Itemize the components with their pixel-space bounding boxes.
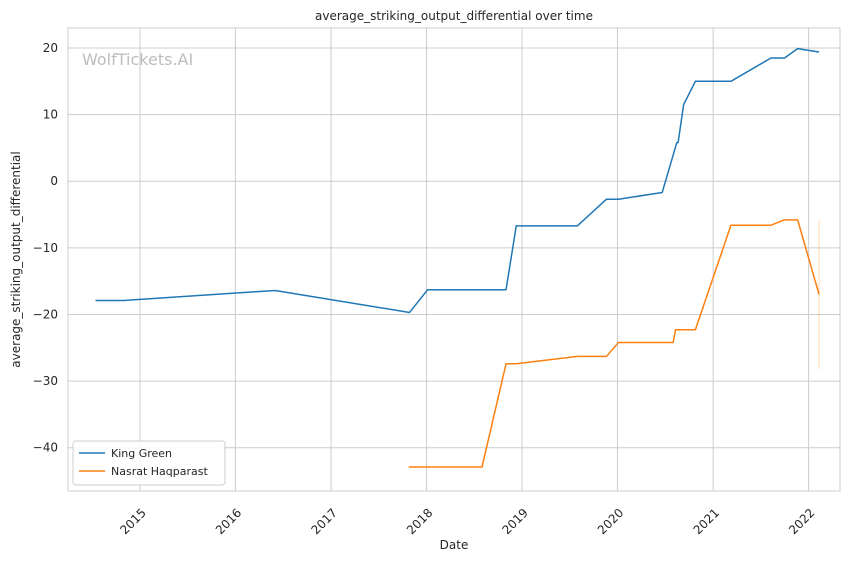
y-tick-label: 0 (50, 174, 58, 188)
series-line (95, 47, 820, 314)
x-tick-label: 2018 (404, 506, 435, 537)
x-axis-ticks: 2015 2016 2017 2018 2019 2020 2021 2022 (117, 506, 817, 537)
y-axis-label: average_striking_output_differential (9, 151, 23, 367)
x-axis-label: Date (440, 538, 469, 552)
x-tick-label: 2020 (595, 506, 626, 537)
legend-label: King Green (111, 447, 172, 460)
chart-title: average_striking_output_differential ove… (315, 9, 593, 23)
legend-box (72, 440, 226, 486)
legend-label: Nasrat Haqparast (111, 465, 208, 478)
y-tick-label: 10 (43, 108, 58, 122)
y-tick-label: −40 (33, 441, 58, 455)
x-tick-label: 2015 (117, 506, 148, 537)
y-tick-label: −10 (33, 241, 58, 255)
watermark-text: WolfTickets.AI (82, 50, 193, 69)
y-tick-label: −30 (33, 374, 58, 388)
x-tick-label: 2021 (691, 506, 722, 537)
x-tick-label: 2016 (213, 506, 244, 537)
series-layer (95, 47, 820, 468)
x-tick-label: 2017 (309, 506, 340, 537)
y-axis-ticks: 20 10 0 −10 −20 −30 −40 (33, 41, 58, 455)
plot-frame (67, 27, 841, 492)
y-tick-label: −20 (33, 307, 58, 321)
x-tick-label: 2019 (499, 506, 530, 537)
grid-layer (68, 28, 840, 491)
series-line (408, 219, 820, 468)
x-tick-label: 2022 (786, 506, 817, 537)
y-tick-label: 20 (43, 41, 58, 55)
legend: King Green Nasrat Haqparast (72, 440, 226, 486)
